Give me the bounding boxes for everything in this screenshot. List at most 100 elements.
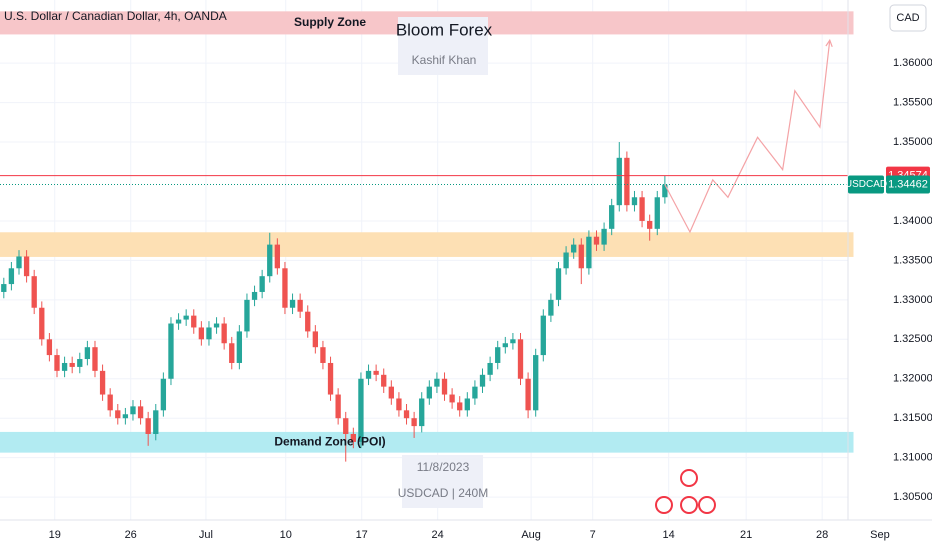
candle-body: [282, 268, 288, 308]
candle-body: [160, 378, 167, 411]
x-tick-label: 19: [49, 529, 61, 541]
candle-body: [39, 307, 45, 340]
candle-body: [487, 362, 493, 375]
candle-body: [251, 291, 258, 300]
y-tick-label: 1.33500: [893, 254, 932, 266]
event-icon[interactable]: [655, 496, 673, 514]
candle-body: [84, 347, 91, 360]
candle-body: [137, 406, 144, 419]
candle-body: [343, 418, 349, 434]
chart-title: U.S. Dollar / Canadian Dollar, 4h, OANDA: [4, 9, 227, 23]
y-tick-label: 1.34000: [893, 215, 932, 227]
y-tick-label: 1.35000: [893, 136, 932, 148]
symbol-label: USDCAD: [845, 179, 887, 190]
candle-body: [616, 157, 622, 206]
candle-body: [373, 370, 379, 375]
candle-body: [77, 359, 83, 367]
event-icon[interactable]: [698, 496, 716, 514]
candle-body: [563, 252, 569, 269]
candle-body: [533, 355, 539, 411]
currency-box[interactable]: [889, 4, 927, 32]
candle-body: [259, 276, 265, 292]
event-icon[interactable]: [680, 469, 698, 487]
y-tick-label: 1.30500: [893, 491, 932, 503]
candle-body: [327, 362, 334, 395]
watermark-title: Bloom Forex: [396, 20, 493, 39]
candle-body: [229, 343, 235, 363]
candle-body: [411, 418, 417, 427]
candle-body: [426, 386, 432, 399]
projection-arrowhead: [825, 38, 833, 48]
candle-body: [662, 184, 668, 198]
event-icons[interactable]: [655, 469, 716, 514]
candle-body: [525, 378, 531, 411]
y-tick-label: 1.33000: [893, 294, 932, 306]
candle-body: [297, 299, 303, 312]
y-tick-label: 1.36000: [893, 57, 932, 69]
zone: [0, 431, 854, 453]
zone-label: Demand Zone (POI): [274, 434, 385, 448]
currency[interactable]: CAD: [896, 12, 919, 24]
candle-body: [555, 268, 562, 300]
candle-body: [289, 299, 296, 308]
x-tick-label: Sep: [870, 529, 890, 541]
candle-body: [502, 343, 508, 348]
candle-body: [586, 236, 592, 269]
candle-body: [495, 347, 501, 363]
event-icon[interactable]: [680, 496, 698, 514]
candle-body: [244, 299, 250, 332]
candle-body: [320, 347, 326, 363]
x-tick-label: 28: [816, 529, 828, 541]
x-tick-label: Jul: [199, 529, 213, 541]
candle-body: [434, 378, 440, 387]
candle-body: [206, 327, 212, 340]
projection-path: [664, 40, 831, 234]
candle-body: [99, 370, 106, 395]
stamp-caption: USDCAD | 240M: [398, 486, 488, 500]
candle-body: [593, 236, 600, 245]
y-tick-label: 1.35500: [893, 96, 932, 108]
x-tick-label: 26: [125, 529, 137, 541]
candle-body: [365, 370, 372, 379]
candle-body: [381, 374, 387, 387]
candle-body: [198, 327, 205, 340]
candle-body: [548, 299, 554, 316]
candle-body: [191, 315, 197, 328]
candle-body: [639, 197, 645, 221]
overlays: Supply Zone Demand Zone (POI): [0, 15, 848, 448]
candle-body: [221, 323, 227, 344]
x-tick-label: 17: [356, 529, 368, 541]
symbol-label-box: [848, 175, 884, 194]
y-tick-label: 1.32000: [893, 373, 932, 385]
x-tick-label: 7: [590, 529, 596, 541]
candle-body: [16, 256, 22, 269]
candle-body: [358, 378, 364, 442]
candle-body: [449, 394, 455, 403]
candle-body: [168, 323, 174, 379]
x-tick-label: 10: [280, 529, 292, 541]
candle-body: [396, 398, 402, 411]
candle-body: [457, 402, 463, 411]
candle-body: [274, 244, 281, 269]
stamp-date: 11/8/2023: [417, 460, 470, 474]
candle-body: [267, 244, 273, 277]
y-tick-label: 1.31000: [893, 452, 932, 464]
candle-body: [61, 362, 68, 371]
candle-body: [517, 339, 524, 379]
candle-body: [145, 418, 151, 434]
candle-body: [472, 386, 478, 399]
candle-body: [654, 197, 660, 229]
candle-body: [609, 205, 615, 229]
candle-body: [464, 398, 470, 411]
candle-body: [130, 406, 136, 415]
candle-body: [115, 410, 121, 419]
x-tick-label: 21: [740, 529, 752, 541]
candle-body: [122, 414, 129, 419]
candle-body: [153, 410, 159, 434]
candle-body: [571, 244, 577, 253]
candle-body: [213, 323, 220, 328]
x-tick-label: 24: [432, 529, 444, 541]
price-label-box: [886, 175, 930, 194]
candle-body: [540, 315, 546, 356]
